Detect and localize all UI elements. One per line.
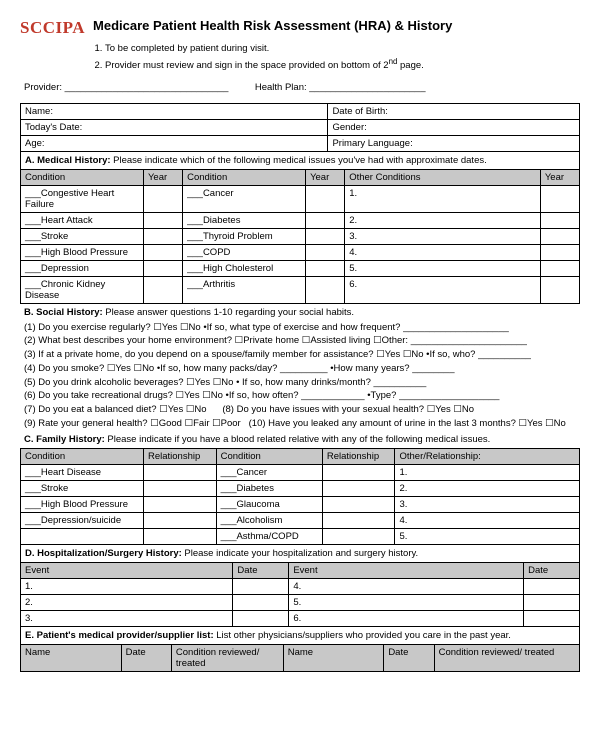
patient-info-table: Name:Date of Birth: Today's Date:Gender:… [20,103,580,152]
table-row[interactable]: ___Depression/suicide [21,512,144,528]
table-row[interactable]: ___Depression [21,260,144,276]
name-cell[interactable]: Name: [21,103,328,119]
table-row[interactable]: 3. [21,610,233,626]
hdr-rel1: Relationship [143,448,216,464]
section-d-header: D. Hospitalization/Surgery History: Plea… [20,545,580,562]
hdr-year3: Year [540,169,579,185]
hdr-date2: Date [524,562,580,578]
section-a-table: Condition Year Condition Year Other Cond… [20,169,580,304]
section-b-body: (1) Do you exercise regularly? ☐Yes ☐No … [20,321,580,434]
logo: SCCIPA [20,18,85,38]
hdr-rel2: Relationship [322,448,395,464]
section-b-header: B. Social History: Please answer questio… [20,304,580,321]
hdr-cond1: Condition reviewed/ treated [171,644,283,671]
provider-line: Provider: ______________________________… [20,82,580,93]
table-row[interactable]: 2. [21,594,233,610]
hdr-event1: Event [21,562,233,578]
q3[interactable]: (3) If at a private home, do you depend … [24,348,576,362]
table-row[interactable]: ___High Blood Pressure [21,244,144,260]
hdr-date1: Date [233,562,289,578]
section-c-table: Condition Relationship Condition Relatio… [20,448,580,545]
page-title: Medicare Patient Health Risk Assessment … [93,18,452,33]
today-cell[interactable]: Today's Date: [21,119,328,135]
instructions: To be completed by patient during visit.… [105,42,580,74]
gender-cell[interactable]: Gender: [328,119,580,135]
hdr-cond2: Condition [216,448,322,464]
age-cell[interactable]: Age: [21,135,328,151]
section-d-table: Event Date Event Date 1.4. 2.5. 3.6. [20,562,580,627]
table-row[interactable]: ___Heart Attack [21,212,144,228]
hdr-other: Other/Relationship: [395,448,580,464]
table-row[interactable]: ___Heart Disease [21,464,144,480]
hdr-cond2: Condition [183,169,306,185]
hdr-year2: Year [306,169,345,185]
provider-label[interactable]: Provider: ______________________________… [24,82,228,93]
lang-cell[interactable]: Primary Language: [328,135,580,151]
hdr-cond1: Condition [21,448,144,464]
instruction-2: Provider must review and sign in the spa… [105,56,580,73]
table-row[interactable]: ___Stroke [21,228,144,244]
hdr-date2: Date [384,644,434,671]
table-row[interactable]: ___Congestive Heart Failure [21,185,144,212]
q9[interactable]: (9) Rate your general health? ☐Good ☐Fai… [24,417,576,431]
hdr-name1: Name [21,644,122,671]
q7[interactable]: (7) Do you eat a balanced diet? ☐Yes ☐No… [24,403,576,417]
table-row[interactable]: ___Chronic Kidney Disease [21,276,144,303]
q6[interactable]: (6) Do you take recreational drugs? ☐Yes… [24,389,576,403]
hdr-event2: Event [289,562,524,578]
table-row[interactable] [21,528,144,544]
section-c-header: C. Family History: Please indicate if yo… [20,434,580,448]
hdr-cond1: Condition [21,169,144,185]
instruction-1: To be completed by patient during visit. [105,42,580,56]
hdr-cond2: Condition reviewed/ treated [434,644,579,671]
hdr-year1: Year [143,169,182,185]
table-row[interactable]: ___High Blood Pressure [21,496,144,512]
dob-cell[interactable]: Date of Birth: [328,103,580,119]
hdr-other: Other Conditions [345,169,541,185]
q2[interactable]: (2) What best describes your home enviro… [24,334,576,348]
section-a-header: A. Medical History: Please indicate whic… [20,152,580,169]
healthplan-label[interactable]: Health Plan: ______________________ [255,82,426,93]
header: SCCIPA Medicare Patient Health Risk Asse… [20,18,580,38]
hdr-name2: Name [283,644,384,671]
section-e-header: E. Patient's medical provider/supplier l… [20,627,580,644]
hdr-date1: Date [121,644,171,671]
table-row[interactable]: 1. [21,578,233,594]
table-row[interactable]: ___Stroke [21,480,144,496]
q5[interactable]: (5) Do you drink alcoholic beverages? ☐Y… [24,376,576,390]
section-e-table: Name Date Condition reviewed/ treated Na… [20,644,580,672]
q1[interactable]: (1) Do you exercise regularly? ☐Yes ☐No … [24,321,576,335]
q4[interactable]: (4) Do you smoke? ☐Yes ☐No •If so, how m… [24,362,576,376]
